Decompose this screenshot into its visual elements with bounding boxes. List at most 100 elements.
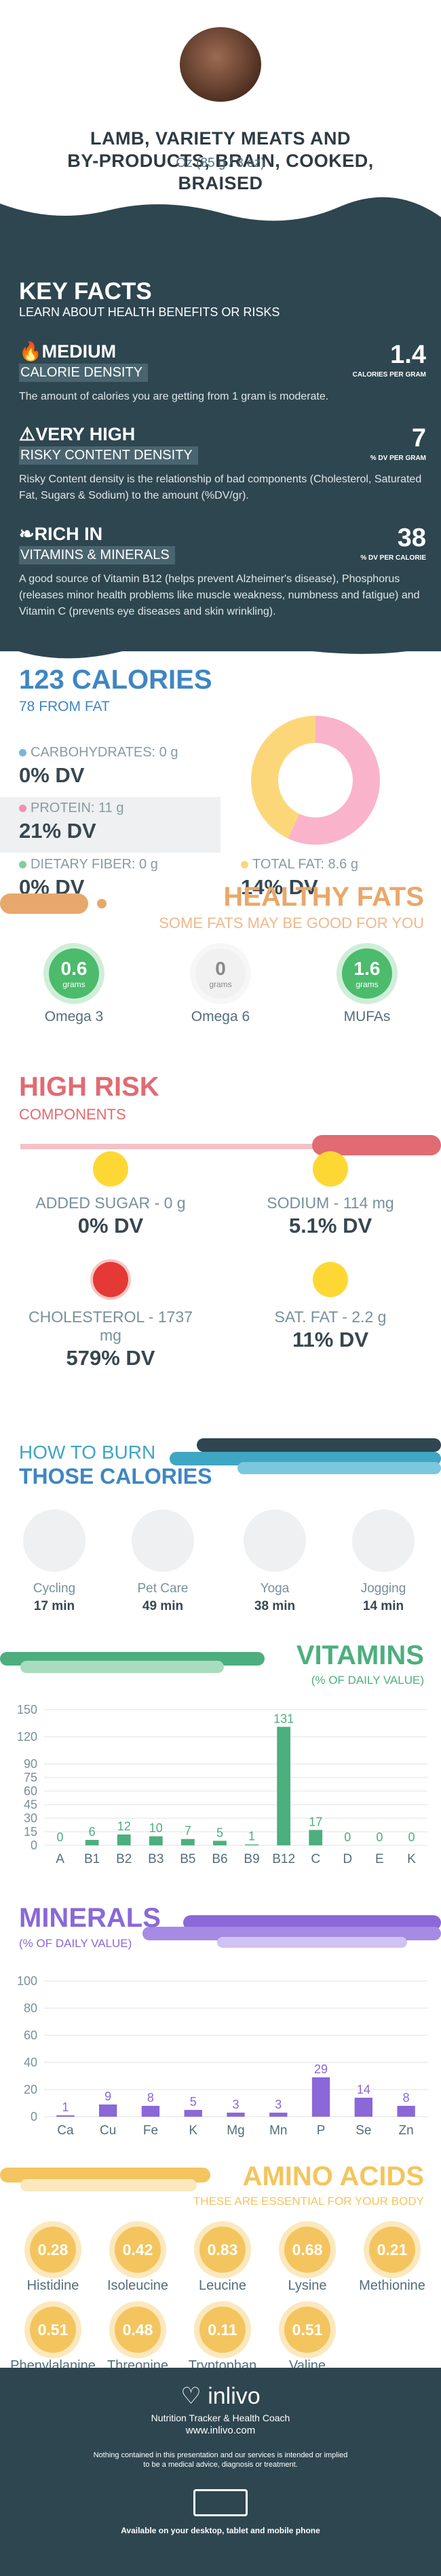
donut-protein-slice bbox=[251, 716, 380, 845]
bar-value-label: 0 bbox=[376, 1830, 383, 1844]
x-tick-label: B2 bbox=[116, 1852, 132, 1866]
key-facts-title: KEY FACTS bbox=[19, 278, 152, 305]
y-tick-label: 20 bbox=[24, 2083, 37, 2096]
high-risk-subtitle: COMPONENTS bbox=[19, 1106, 126, 1123]
x-tick-label: B1 bbox=[84, 1852, 100, 1866]
bar bbox=[269, 2113, 288, 2117]
omega6-circle: 0 grams bbox=[195, 948, 246, 999]
x-tick-label: D bbox=[343, 1852, 352, 1866]
footer: ♡ inlivo Nutrition Tracker & Health Coac… bbox=[0, 2368, 441, 2576]
activity-cycling: Cycling 17 min bbox=[14, 1510, 95, 1614]
bar-value-label: 12 bbox=[117, 1820, 131, 1833]
x-tick-label: Fe bbox=[143, 2123, 158, 2138]
x-tick-label: Mg bbox=[227, 2123, 244, 2138]
bar-value-label: 5 bbox=[190, 2095, 197, 2109]
bar bbox=[397, 2106, 415, 2117]
header: LAMB, VARIETY MEATS AND BY-PRODUCTS, BRA… bbox=[0, 0, 441, 197]
bar-value-label: 1 bbox=[62, 2100, 69, 2114]
cholesterol-face-icon bbox=[93, 1262, 128, 1297]
omega3-circle: 0.6 grams bbox=[49, 948, 99, 999]
leaf-icon: ❧ bbox=[19, 524, 35, 544]
food-title: LAMB, VARIETY MEATS AND BY-PRODUCTS, BRA… bbox=[67, 128, 374, 193]
high-risk-decor bbox=[20, 1135, 441, 1155]
activity-jogging: Jogging 14 min bbox=[343, 1510, 424, 1614]
y-tick-label: 80 bbox=[24, 2001, 37, 2015]
amino-title: AMINO ACIDS bbox=[242, 2161, 424, 2191]
minerals-decor bbox=[142, 1915, 441, 1948]
key-facts-section: KEY FACTS LEARN ABOUT HEALTH BENEFITS OR… bbox=[0, 224, 441, 651]
added-sugar-face-icon bbox=[93, 1151, 128, 1187]
footer-tagline: Nutrition Tracker & Health Coach bbox=[151, 2412, 290, 2423]
calories-from-fat: 78 FROM FAT bbox=[19, 699, 110, 714]
x-tick-label: B6 bbox=[212, 1852, 227, 1866]
burn-decor bbox=[170, 1438, 441, 1474]
bar-value-label: 6 bbox=[89, 1825, 96, 1839]
jogging-icon bbox=[352, 1510, 415, 1572]
y-tick-label: 45 bbox=[24, 1798, 37, 1811]
amino-threonine: 0.48 Threonine bbox=[90, 2307, 185, 2374]
footer-url[interactable]: www.inlivo.com bbox=[185, 2425, 256, 2436]
healthy-fats-decor bbox=[0, 893, 107, 914]
bar-value-label: 8 bbox=[403, 2091, 410, 2104]
risk-sat-fat: SAT. FAT - 2.2 g 11% DV bbox=[274, 1308, 387, 1351]
amino-tryptophan: 0.11 Tryptophan bbox=[175, 2307, 270, 2374]
pet-care-icon bbox=[132, 1510, 194, 1572]
x-tick-label: Cu bbox=[100, 2123, 116, 2138]
y-tick-label: 60 bbox=[24, 2029, 37, 2042]
y-tick-label: 0 bbox=[31, 1839, 37, 1852]
key-facts-subtitle: LEARN ABOUT HEALTH BENEFITS OR RISKS bbox=[19, 305, 280, 319]
bar bbox=[277, 1727, 291, 1845]
x-tick-label: B3 bbox=[148, 1852, 164, 1866]
minerals-chart: 0 20 40 60 80 100 1 Ca 9 Cu 8 Fe 5 K 3 Mg 3 Mn 29 P 14 Se 8 Zn bbox=[17, 1974, 427, 2138]
mufas-circle: 1.6 grams bbox=[342, 948, 392, 999]
bar bbox=[309, 1830, 323, 1845]
food-image bbox=[180, 27, 261, 102]
bar-value-label: 3 bbox=[275, 2098, 282, 2111]
bar bbox=[311, 2077, 330, 2117]
bar bbox=[227, 2113, 245, 2117]
y-tick-label: 150 bbox=[17, 1703, 37, 1716]
bar-value-label: 131 bbox=[273, 1712, 294, 1725]
cycling-icon bbox=[23, 1510, 85, 1572]
amino-subtitle: THESE ARE ESSENTIAL FOR YOUR BODY bbox=[193, 2195, 424, 2208]
devices-icon bbox=[193, 2489, 248, 2516]
x-tick-label: Se bbox=[356, 2123, 371, 2138]
bar-value-label: 29 bbox=[314, 2062, 328, 2076]
x-tick-label: A bbox=[56, 1852, 64, 1866]
y-tick-label: 40 bbox=[24, 2056, 37, 2069]
mufas-label: MUFAs bbox=[343, 1009, 391, 1024]
amino-histidine: 0.28 Histidine bbox=[5, 2227, 100, 2294]
omega6-label: Omega 6 bbox=[191, 1009, 250, 1024]
vitamins-title: VITAMINS bbox=[296, 1640, 424, 1670]
calories-section: 123 CALORIES 78 FROM FAT CARBOHYDRATES: … bbox=[0, 658, 441, 902]
amino-leucine: 0.83 Leucine bbox=[175, 2227, 270, 2294]
flame-icon: 🔥 bbox=[19, 341, 42, 362]
y-tick-label: 30 bbox=[24, 1811, 37, 1825]
key-facts-bottom-wave bbox=[0, 631, 441, 659]
macro-protein: PROTEIN: 11 g 21% DV bbox=[19, 801, 124, 843]
bar bbox=[56, 2115, 75, 2117]
amino-valine: 0.51 Valine bbox=[260, 2307, 355, 2374]
vitamins-chart: 01530456075901201500A6B112B210B37B55B61B… bbox=[17, 1703, 427, 1866]
x-tick-label: Mn bbox=[269, 2123, 287, 2138]
y-tick-label: 75 bbox=[24, 1771, 37, 1784]
heart-icon: ♡ bbox=[180, 2383, 202, 2409]
bar-value-label: 0 bbox=[408, 1830, 415, 1844]
bar-value-label: 0 bbox=[344, 1830, 351, 1844]
bar-value-label: 7 bbox=[185, 1824, 191, 1838]
bar bbox=[213, 1841, 227, 1845]
x-tick-label: K bbox=[407, 1852, 416, 1866]
bar bbox=[117, 1834, 131, 1845]
y-tick-label: 60 bbox=[24, 1784, 37, 1798]
serving-size: Oz (85 g / 3 oz) bbox=[176, 156, 265, 170]
x-tick-label: B5 bbox=[180, 1852, 195, 1866]
y-tick-label: 90 bbox=[24, 1757, 37, 1771]
risk-cholesterol: CHOLESTEROL - 1737 mg 579% DV bbox=[28, 1308, 193, 1370]
sodium-face-icon bbox=[313, 1151, 348, 1187]
yoga-icon bbox=[244, 1510, 306, 1572]
amino-lysine: 0.68 Lysine bbox=[260, 2227, 355, 2294]
bar bbox=[180, 1839, 195, 1845]
amino-isoleucine: 0.42 Isoleucine bbox=[90, 2227, 185, 2294]
amino-methionine: 0.21 Methionine bbox=[345, 2227, 440, 2294]
amino-decor bbox=[0, 2168, 210, 2191]
